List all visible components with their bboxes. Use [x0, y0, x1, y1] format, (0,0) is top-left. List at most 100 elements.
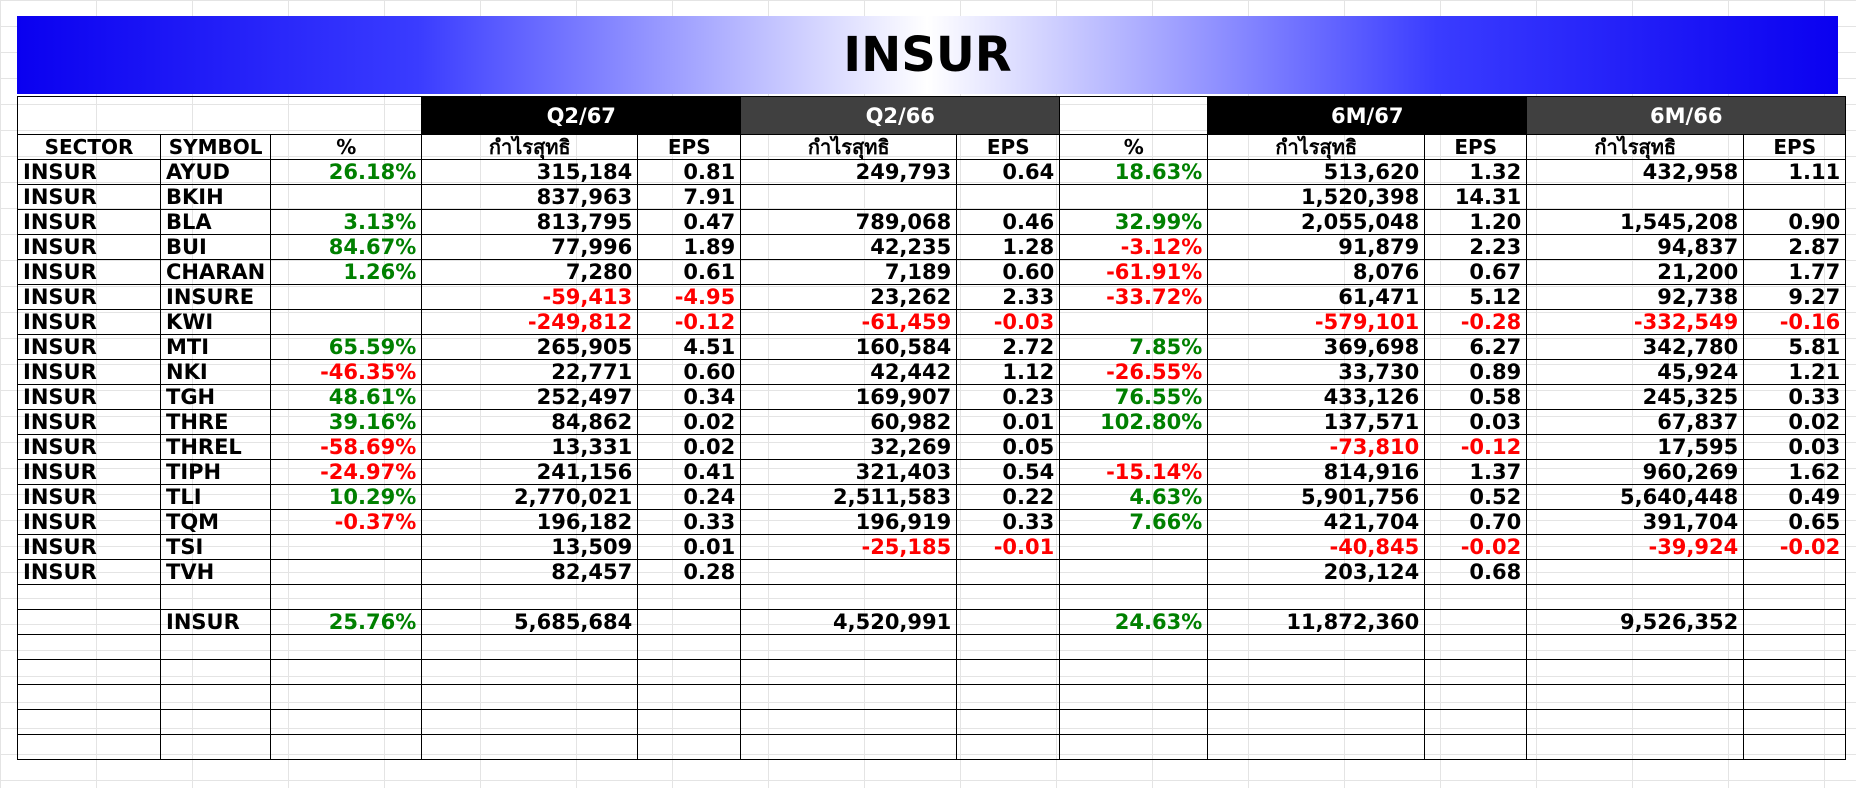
table-cell[interactable]: 0.22: [956, 484, 1061, 510]
empty-cell[interactable]: [1207, 709, 1426, 735]
table-cell[interactable]: -25,185: [740, 534, 958, 560]
table-cell[interactable]: INSUR: [17, 159, 161, 185]
table-cell[interactable]: -4.95: [637, 284, 742, 310]
total-cell[interactable]: 4,520,991: [740, 609, 958, 635]
table-cell[interactable]: INSUR: [17, 559, 161, 585]
table-cell[interactable]: 0.41: [637, 459, 742, 485]
table-cell[interactable]: -15.14%: [1059, 459, 1209, 485]
table-cell[interactable]: 61,471: [1207, 284, 1426, 310]
empty-cell[interactable]: [1743, 684, 1847, 710]
table-cell[interactable]: 5.12: [1424, 284, 1528, 310]
table-cell[interactable]: [1526, 559, 1745, 585]
empty-cell[interactable]: [159, 584, 272, 610]
table-cell[interactable]: -73,810: [1207, 434, 1426, 460]
column-header[interactable]: EPS: [1743, 134, 1847, 160]
table-cell[interactable]: INSURE: [159, 284, 272, 310]
table-cell[interactable]: 17,595: [1526, 434, 1745, 460]
empty-cell[interactable]: [1526, 634, 1745, 660]
table-cell[interactable]: 2.33: [956, 284, 1061, 310]
blank-header-cell[interactable]: [16, 96, 423, 135]
table-cell[interactable]: 814,916: [1207, 459, 1426, 485]
total-cell[interactable]: INSUR: [159, 609, 272, 635]
empty-cell[interactable]: [421, 634, 639, 660]
table-cell[interactable]: -3.12%: [1059, 234, 1209, 260]
table-cell[interactable]: -0.16: [1743, 309, 1847, 335]
table-cell[interactable]: 8,076: [1207, 259, 1426, 285]
empty-cell[interactable]: [1207, 734, 1426, 760]
empty-cell[interactable]: [1207, 584, 1426, 610]
empty-cell[interactable]: [159, 734, 272, 760]
total-cell[interactable]: 25.76%: [270, 609, 423, 635]
table-cell[interactable]: [1526, 184, 1745, 210]
table-cell[interactable]: 23,262: [740, 284, 958, 310]
empty-cell[interactable]: [956, 634, 1061, 660]
empty-cell[interactable]: [1424, 684, 1528, 710]
table-cell[interactable]: 0.33: [1743, 384, 1847, 410]
table-cell[interactable]: [740, 559, 958, 585]
table-cell[interactable]: TLI: [159, 484, 272, 510]
empty-cell[interactable]: [270, 709, 423, 735]
table-cell[interactable]: -0.02: [1424, 534, 1528, 560]
table-cell[interactable]: 0.02: [637, 409, 742, 435]
period-header-6m-66[interactable]: 6M/66: [1526, 96, 1847, 135]
table-cell[interactable]: 48.61%: [270, 384, 423, 410]
empty-cell[interactable]: [17, 684, 161, 710]
table-cell[interactable]: 4.51: [637, 334, 742, 360]
empty-cell[interactable]: [740, 734, 958, 760]
table-cell[interactable]: 102.80%: [1059, 409, 1209, 435]
table-cell[interactable]: -0.03: [956, 309, 1061, 335]
table-cell[interactable]: 32.99%: [1059, 209, 1209, 235]
table-cell[interactable]: 315,184: [421, 159, 639, 185]
empty-cell[interactable]: [740, 659, 958, 685]
table-cell[interactable]: 0.70: [1424, 509, 1528, 535]
column-header[interactable]: กำไรสุทธิ: [1526, 134, 1745, 160]
table-cell[interactable]: 2.72: [956, 334, 1061, 360]
total-cell[interactable]: [1743, 609, 1847, 635]
table-cell[interactable]: TVH: [159, 559, 272, 585]
table-cell[interactable]: 45,924: [1526, 359, 1745, 385]
empty-cell[interactable]: [956, 659, 1061, 685]
table-cell[interactable]: 0.02: [637, 434, 742, 460]
empty-cell[interactable]: [740, 684, 958, 710]
table-cell[interactable]: 0.03: [1743, 434, 1847, 460]
table-cell[interactable]: 60,982: [740, 409, 958, 435]
table-cell[interactable]: 252,497: [421, 384, 639, 410]
table-cell[interactable]: TQM: [159, 509, 272, 535]
table-cell[interactable]: INSUR: [17, 459, 161, 485]
table-cell[interactable]: -39,924: [1526, 534, 1745, 560]
table-cell[interactable]: -26.55%: [1059, 359, 1209, 385]
table-cell[interactable]: 32,269: [740, 434, 958, 460]
empty-cell[interactable]: [1743, 734, 1847, 760]
column-header[interactable]: SYMBOL: [159, 134, 272, 160]
table-cell[interactable]: -0.12: [637, 309, 742, 335]
table-cell[interactable]: 65.59%: [270, 334, 423, 360]
table-cell[interactable]: 245,325: [1526, 384, 1745, 410]
table-cell[interactable]: 0.05: [956, 434, 1061, 460]
column-header[interactable]: EPS: [1424, 134, 1528, 160]
empty-cell[interactable]: [1059, 684, 1209, 710]
table-cell[interactable]: [270, 184, 423, 210]
table-cell[interactable]: 0.01: [956, 409, 1061, 435]
table-cell[interactable]: THRE: [159, 409, 272, 435]
total-cell[interactable]: [17, 609, 161, 635]
table-cell[interactable]: -40,845: [1207, 534, 1426, 560]
table-cell[interactable]: 249,793: [740, 159, 958, 185]
empty-cell[interactable]: [270, 684, 423, 710]
table-cell[interactable]: 196,919: [740, 509, 958, 535]
empty-cell[interactable]: [1059, 709, 1209, 735]
table-cell[interactable]: 2.23: [1424, 234, 1528, 260]
table-cell[interactable]: -579,101: [1207, 309, 1426, 335]
table-cell[interactable]: 1.32: [1424, 159, 1528, 185]
table-cell[interactable]: -33.72%: [1059, 284, 1209, 310]
table-cell[interactable]: 4.63%: [1059, 484, 1209, 510]
table-cell[interactable]: 0.23: [956, 384, 1061, 410]
empty-cell[interactable]: [1207, 659, 1426, 685]
table-cell[interactable]: 0.60: [637, 359, 742, 385]
table-cell[interactable]: 5.81: [1743, 334, 1847, 360]
table-cell[interactable]: 7.85%: [1059, 334, 1209, 360]
column-header[interactable]: กำไรสุทธิ: [1207, 134, 1426, 160]
table-cell[interactable]: 433,126: [1207, 384, 1426, 410]
empty-cell[interactable]: [1424, 634, 1528, 660]
table-cell[interactable]: 137,571: [1207, 409, 1426, 435]
table-cell[interactable]: 82,457: [421, 559, 639, 585]
